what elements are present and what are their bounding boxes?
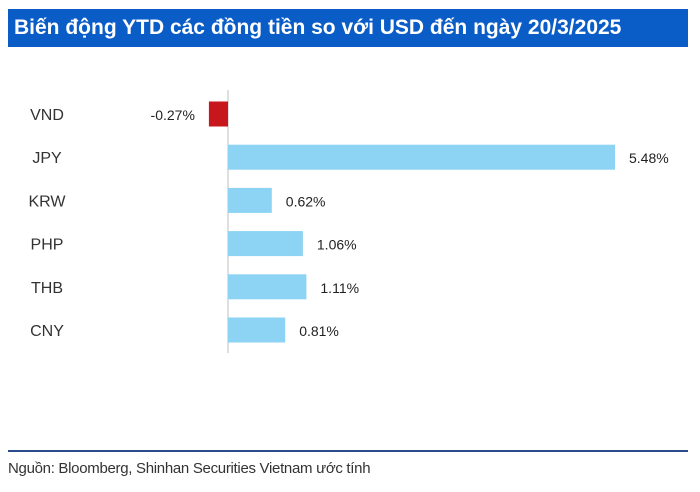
bar-jpy [228, 144, 615, 170]
value-label-php: 1.06% [317, 237, 357, 253]
value-label-vnd: -0.27% [151, 107, 195, 123]
category-label-vnd: VND [30, 107, 64, 124]
category-label-cny: CNY [30, 323, 64, 340]
category-label-krw: KRW [28, 193, 66, 210]
category-label-thb: THB [31, 280, 63, 297]
bar-vnd [208, 101, 228, 127]
bar-cny [228, 317, 286, 343]
bar-krw [228, 187, 272, 213]
category-labels: VND JPY KRW PHP THB CNY [28, 107, 66, 340]
bars-layer [208, 101, 615, 343]
value-label-cny: 0.81% [299, 323, 339, 339]
category-label-php: PHP [31, 237, 64, 254]
value-label-thb: 1.11% [320, 280, 359, 296]
source-note: Nguồn: Bloomberg, Shinhan Securities Vie… [8, 460, 371, 477]
category-label-jpy: JPY [32, 150, 62, 167]
footer-divider [8, 450, 688, 452]
value-label-krw: 0.62% [286, 193, 326, 209]
chart-title: Biến động YTD các đồng tiền so với USD đ… [8, 9, 688, 47]
value-labels: -0.27% 5.48% 0.62% 1.06% 1.11% 0.81% [151, 107, 669, 339]
bar-thb [228, 274, 307, 300]
bar-chart: VND JPY KRW PHP THB CNY -0.27% 5.48% 0.62% 1.06%… [28, 90, 669, 353]
value-label-jpy: 5.48% [629, 150, 669, 166]
bar-php [228, 231, 303, 257]
